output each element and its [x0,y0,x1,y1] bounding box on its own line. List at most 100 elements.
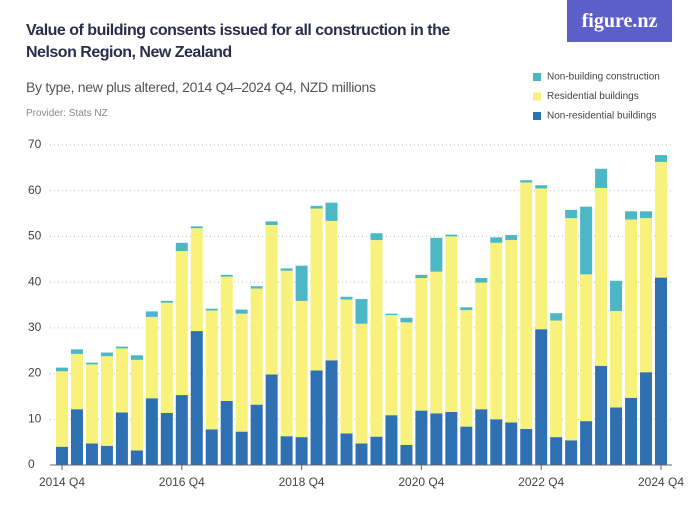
bar-segment [145,311,158,317]
bar-segment [265,221,278,225]
bar-segment [295,300,308,438]
bar-segment [235,431,248,465]
bar-segment [610,280,623,311]
y-tick-label: 50 [28,229,42,243]
bar-segment [655,277,667,465]
bar-segment [610,407,623,465]
bar-segment [475,282,488,410]
bar-segment [280,268,293,271]
bar-segment [370,233,383,241]
bar-segment [640,211,653,219]
bar-segment [340,296,353,300]
bar-segment [580,421,593,465]
bar-segment [310,208,323,371]
bar-segment [85,364,98,444]
legend-swatch [533,112,541,120]
bar-segment [445,236,458,412]
bar-segment [130,355,143,360]
bar-segment [535,185,548,189]
bar-segment [56,371,68,447]
bar-segment [460,426,473,465]
bar-segment [100,352,113,357]
bar-segment [220,276,233,401]
legend-label: Non-building construction [547,72,660,83]
y-tick-label: 30 [28,320,42,334]
bar-segment [520,428,533,465]
bar-segment [160,300,173,303]
bar-segment [595,187,608,366]
bar-segment [475,278,488,283]
bar-segment [220,274,233,277]
bar-segment [385,313,398,316]
bar-segment [280,270,293,437]
bar-segment [400,317,413,323]
bar-segment [415,410,428,465]
bar-segment [115,346,128,349]
bar-segment [145,316,158,399]
bar-segment [205,308,218,311]
bar-segment [325,220,338,361]
bar-segment [550,320,563,438]
bar-segment [580,274,593,422]
bar-segment [580,206,593,275]
bar-segment [490,419,503,465]
bar-segment [160,302,173,413]
bar-segment [505,235,518,241]
x-tick-label: 2014 Q4 [39,475,85,489]
bar-segment [430,413,443,465]
y-tick-label: 20 [28,366,42,380]
bar-segment [520,180,533,183]
bar-segment [205,310,218,430]
legend-label: Non-residential buildings [547,111,657,122]
bar-segment [85,443,98,465]
bar-segment [295,265,308,301]
y-tick-label: 40 [28,274,42,288]
bar-segment [625,211,638,220]
bar-segment [655,155,667,162]
bar-segment [85,362,98,365]
bar-segment [535,329,548,465]
bar-segment [70,409,83,465]
y-tick-label: 60 [28,183,42,197]
bar-segment [625,397,638,465]
bar-segment [565,209,578,219]
x-tick-label: 2022 Q4 [518,475,564,489]
chart-subtitle: By type, new plus altered, 2014 Q4–2024 … [26,79,376,95]
bar-segment [385,315,398,416]
bar-segment [160,412,173,465]
chart-title: Value of building consents issued for al… [26,22,450,61]
bar-segment [175,395,188,465]
y-tick-label: 0 [28,457,35,471]
bar-segment [460,310,473,427]
bar-segment [190,331,203,465]
bar-segment [250,404,263,465]
logo[interactable]: figure.nz [567,0,672,42]
bar-segment [235,309,248,314]
legend-swatch [533,92,541,101]
y-tick-label: 70 [28,137,42,151]
bar-segment [475,409,488,465]
bar-segment [70,349,83,354]
bar-segment [535,188,548,330]
bar-segment [235,313,248,432]
bar-segment [610,310,623,408]
bar-segment [445,411,458,465]
bar-segment [370,436,383,465]
bar-segment [640,218,653,373]
bar-segment [130,359,143,451]
bar-segment [385,415,398,465]
bar-segment [100,356,113,446]
bar-segment [655,161,667,278]
bar-segment [490,237,503,243]
bar-segment [325,202,338,221]
bar-segment [370,240,383,437]
bar-segment [565,440,578,465]
bar-segment [550,437,563,465]
bar-segment [56,367,68,372]
bar-segment [250,286,263,289]
bar-segment [205,429,218,465]
legend-swatch [533,73,541,81]
bar-segment [100,445,113,465]
bar-segment [70,353,83,410]
bar-segment [415,278,428,411]
